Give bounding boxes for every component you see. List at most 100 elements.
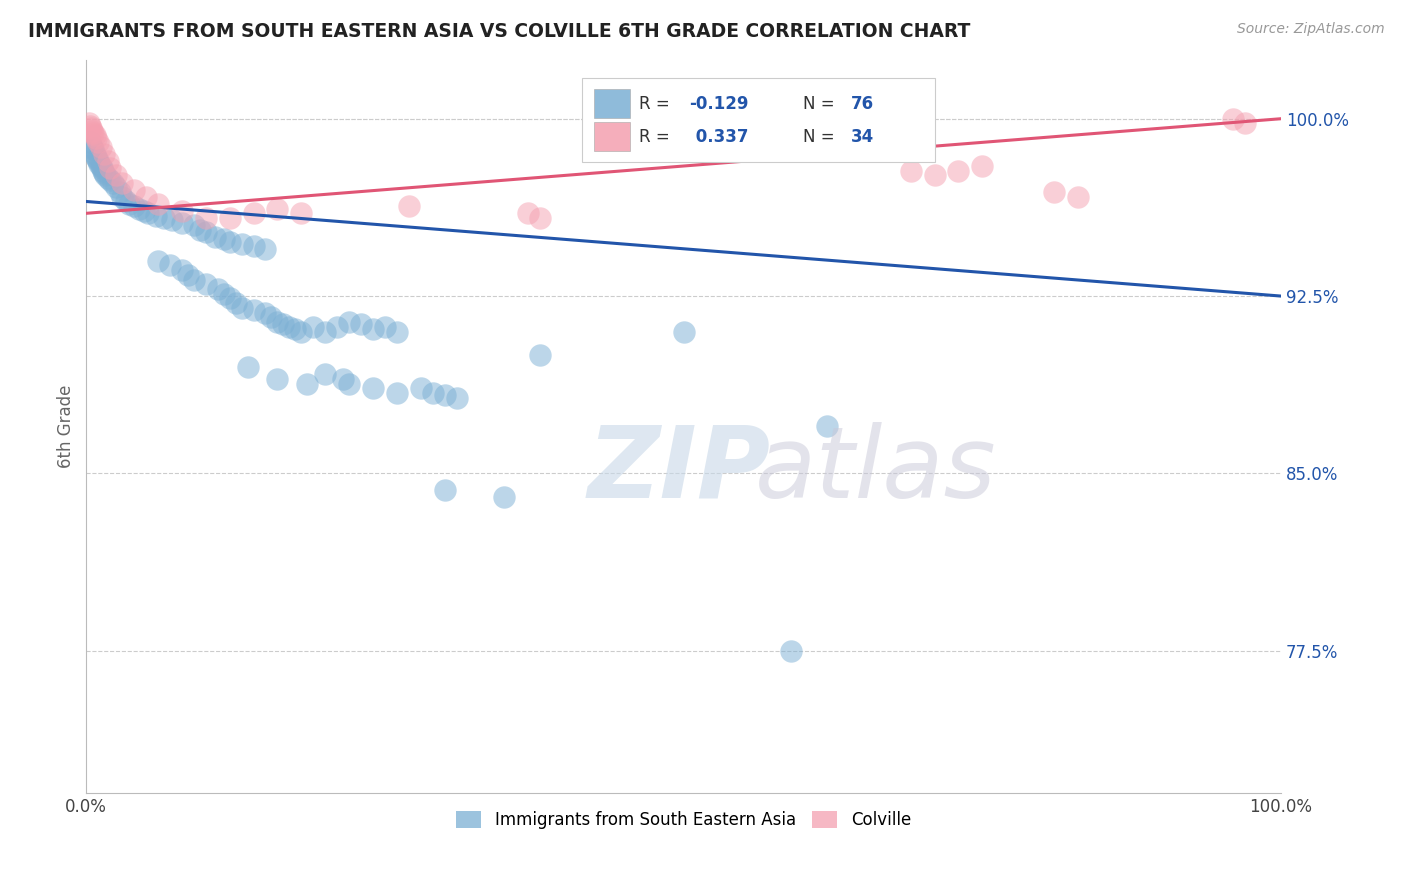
Point bbox=[398, 199, 420, 213]
Point bbox=[183, 272, 205, 286]
FancyBboxPatch shape bbox=[593, 89, 630, 119]
Point bbox=[1043, 185, 1066, 199]
Point bbox=[1222, 112, 1244, 126]
Point bbox=[83, 147, 105, 161]
Point bbox=[159, 258, 181, 272]
Point bbox=[290, 325, 312, 339]
Point bbox=[83, 128, 105, 143]
Point bbox=[517, 206, 540, 220]
Legend: Immigrants from South Eastern Asia, Colville: Immigrants from South Eastern Asia, Colv… bbox=[450, 804, 918, 836]
Text: 34: 34 bbox=[851, 128, 875, 145]
Text: -0.129: -0.129 bbox=[689, 95, 749, 112]
Point bbox=[236, 359, 259, 374]
Point bbox=[433, 483, 456, 497]
Point bbox=[82, 126, 104, 140]
Point bbox=[177, 268, 200, 282]
Text: R =: R = bbox=[640, 95, 675, 112]
Point bbox=[266, 202, 288, 216]
Point bbox=[86, 152, 108, 166]
Point bbox=[314, 325, 336, 339]
Point bbox=[815, 419, 838, 434]
Point bbox=[93, 166, 115, 180]
Point bbox=[90, 161, 112, 176]
Point bbox=[162, 213, 184, 227]
Point bbox=[374, 319, 396, 334]
Point bbox=[145, 209, 167, 223]
Point bbox=[266, 372, 288, 386]
Point bbox=[98, 161, 121, 176]
Point bbox=[266, 315, 288, 329]
Point bbox=[135, 190, 157, 204]
Point bbox=[153, 211, 176, 225]
Point bbox=[242, 239, 264, 253]
Point bbox=[273, 318, 295, 332]
Point bbox=[170, 263, 193, 277]
Point bbox=[290, 206, 312, 220]
Point bbox=[672, 325, 695, 339]
Point bbox=[1067, 190, 1090, 204]
Point bbox=[302, 319, 325, 334]
Point bbox=[297, 376, 319, 391]
Point bbox=[385, 325, 408, 339]
Point bbox=[314, 367, 336, 381]
Point bbox=[422, 386, 444, 401]
Point bbox=[101, 176, 124, 190]
Point bbox=[82, 140, 104, 154]
Point bbox=[337, 376, 360, 391]
Point bbox=[212, 286, 235, 301]
Point bbox=[93, 147, 115, 161]
Text: R =: R = bbox=[640, 128, 675, 145]
Text: N =: N = bbox=[803, 95, 839, 112]
Point bbox=[218, 292, 240, 306]
Text: N =: N = bbox=[803, 128, 839, 145]
Text: ZIP: ZIP bbox=[588, 422, 770, 518]
Point bbox=[924, 169, 946, 183]
Point bbox=[122, 199, 145, 213]
Point bbox=[212, 232, 235, 246]
Point bbox=[194, 211, 217, 225]
Point bbox=[260, 310, 283, 325]
Point bbox=[231, 301, 253, 315]
Point bbox=[82, 123, 104, 137]
Point bbox=[79, 119, 101, 133]
Point bbox=[79, 136, 101, 150]
Point bbox=[204, 230, 226, 244]
Point bbox=[254, 242, 277, 256]
Point bbox=[77, 116, 100, 130]
Point bbox=[529, 348, 551, 362]
Point bbox=[97, 170, 120, 185]
Point bbox=[105, 169, 128, 183]
Point bbox=[494, 490, 516, 504]
Point bbox=[361, 322, 384, 336]
Point bbox=[385, 386, 408, 401]
Point bbox=[128, 202, 150, 216]
Point bbox=[90, 159, 112, 173]
Text: atlas: atlas bbox=[755, 422, 997, 518]
Point bbox=[207, 282, 229, 296]
Point bbox=[1234, 116, 1257, 130]
FancyBboxPatch shape bbox=[582, 78, 935, 162]
Point bbox=[89, 156, 111, 170]
Y-axis label: 6th Grade: 6th Grade bbox=[58, 384, 75, 467]
Point bbox=[326, 319, 349, 334]
Point bbox=[194, 277, 217, 292]
Point bbox=[900, 163, 922, 178]
Point bbox=[84, 150, 107, 164]
Point bbox=[284, 322, 307, 336]
Point bbox=[972, 159, 994, 173]
Point bbox=[118, 197, 141, 211]
Text: 76: 76 bbox=[851, 95, 875, 112]
Text: 0.337: 0.337 bbox=[689, 128, 748, 145]
Point bbox=[97, 154, 120, 169]
Point bbox=[183, 218, 205, 232]
Point bbox=[91, 163, 114, 178]
FancyBboxPatch shape bbox=[593, 122, 630, 152]
Point bbox=[188, 223, 211, 237]
Point bbox=[84, 130, 107, 145]
Point bbox=[94, 169, 117, 183]
Point bbox=[242, 303, 264, 318]
Point bbox=[446, 391, 468, 405]
Point bbox=[111, 176, 134, 190]
Point bbox=[80, 121, 103, 136]
Point bbox=[111, 190, 134, 204]
